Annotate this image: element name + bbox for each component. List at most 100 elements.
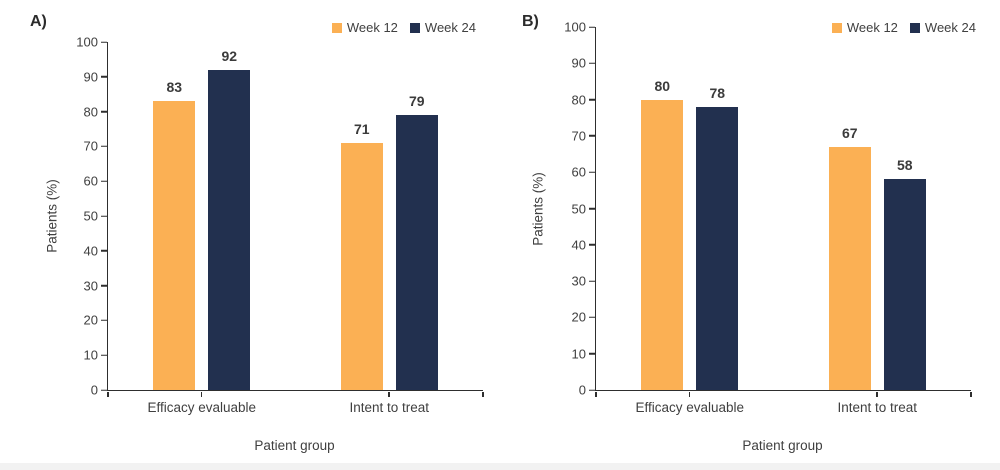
category-label: Efficacy evaluable: [147, 400, 257, 415]
y-tick-label: 60: [83, 173, 98, 189]
bar-value-label: 80: [654, 77, 671, 94]
category-label: Efficacy evaluable: [635, 400, 745, 415]
legend-label: Week 12: [846, 20, 898, 35]
bar-value-label: 83: [166, 79, 183, 96]
x-axis-end-tick: [595, 391, 597, 397]
y-tick-label: 90: [83, 69, 98, 85]
bar-value-label: 78: [709, 84, 726, 101]
y-tick-mark: [100, 76, 107, 78]
plot-area: 0 10 20 30 40 50 60 70 80 90 100 83 92 Efficacy evalu…: [76, 36, 484, 415]
x-category-tick: [876, 391, 878, 397]
legend: Week 12 Week 24: [831, 20, 976, 35]
y-tick-mark: [588, 207, 595, 210]
legend-item: Week 12: [831, 20, 898, 35]
y-tick-label: 10: [571, 346, 586, 362]
category-label: Intent to treat: [837, 400, 918, 415]
bar-week-12: 83: [153, 79, 196, 390]
y-tick-label: 70: [83, 138, 98, 154]
legend-swatch-icon: [409, 22, 420, 33]
bar-value-label: 92: [221, 47, 238, 64]
x-axis-title: Patient group: [742, 438, 823, 453]
plot-area: 0 10 20 30 40 50 60 70 80 90 100 80 78 Efficacy evalu…: [564, 21, 972, 415]
legend-item: Week 24: [409, 20, 476, 35]
y-tick-mark: [100, 389, 107, 391]
y-tick-mark: [588, 62, 595, 65]
y-tick-mark: [100, 250, 107, 252]
x-axis-end-tick: [107, 391, 109, 397]
legend-swatch-icon: [831, 22, 842, 33]
y-tick-label: 20: [571, 309, 586, 325]
bar-week-12: 71: [340, 121, 383, 390]
chart-panel-a: A) Week 12 Week 24 Patients (%) 0 10 20 30 40…: [30, 13, 484, 453]
y-tick-label: 80: [571, 92, 586, 108]
x-category-tick: [688, 391, 691, 397]
legend-label: Week 24: [924, 20, 976, 35]
y-tick-label: 100: [564, 19, 586, 35]
chart-panel-b: B) Week 12 Week 24 Patients (%) 0 10 20 30 40…: [500, 0, 1000, 470]
category-label: Intent to treat: [349, 400, 430, 415]
y-tick-label: 0: [578, 382, 586, 398]
y-tick-mark: [100, 41, 107, 43]
y-tick-mark: [588, 26, 595, 28]
y-tick-label: 0: [90, 382, 98, 398]
x-category-tick: [388, 391, 390, 397]
y-tick-mark: [100, 110, 107, 113]
panel-b-label: B): [522, 13, 539, 30]
bar-value-label: 67: [841, 124, 858, 141]
bar-group: 83 92: [108, 42, 296, 390]
bar-week-24: 92: [208, 48, 251, 390]
y-tick-label: 40: [571, 237, 586, 253]
y-tick-mark: [100, 180, 107, 182]
y-tick-mark: [100, 284, 107, 287]
x-category-tick: [200, 391, 203, 397]
y-tick-mark: [588, 244, 595, 246]
bar-week-24: 58: [883, 157, 926, 390]
y-tick-mark: [588, 98, 595, 101]
x-axis-title: Patient group: [254, 438, 335, 453]
y-tick-mark: [588, 389, 595, 391]
y-tick-mark: [100, 215, 107, 217]
legend-label: Week 24: [424, 20, 476, 35]
y-tick-mark: [100, 145, 107, 148]
y-tick-label: 50: [83, 208, 98, 224]
y-tick-label: 40: [83, 243, 98, 259]
y-tick-label: 20: [83, 312, 98, 328]
panel-a-label: A): [30, 13, 47, 30]
x-axis-end-tick: [482, 391, 484, 397]
bar-value-label: 79: [408, 93, 425, 110]
y-tick-label: 80: [83, 104, 98, 120]
legend-label: Week 12: [346, 20, 398, 35]
bar-group: 67 58: [784, 27, 972, 390]
bar-value-label: 58: [896, 157, 913, 174]
y-tick-label: 100: [76, 34, 98, 50]
y-tick-mark: [588, 280, 595, 282]
y-tick-mark: [588, 135, 595, 137]
legend-item: Week 24: [909, 20, 976, 35]
legend-swatch-icon: [909, 22, 920, 33]
legend-item: Week 12: [331, 20, 398, 35]
y-tick-mark: [588, 352, 595, 355]
y-tick-mark: [588, 316, 595, 319]
y-axis-title: Patients (%): [530, 172, 546, 246]
y-tick-label: 30: [571, 273, 586, 289]
y-tick-label: 10: [83, 347, 98, 363]
y-tick-label: 70: [571, 128, 586, 144]
legend-swatch-icon: [331, 22, 342, 33]
y-tick-mark: [100, 319, 107, 322]
legend: Week 12 Week 24: [331, 20, 476, 35]
y-tick-label: 50: [571, 201, 586, 216]
y-tick-label: 60: [571, 164, 586, 180]
footer-strip: [0, 463, 1000, 470]
bar-week-24: 79: [395, 93, 438, 390]
bar-group: 71 79: [296, 42, 484, 390]
y-tick-label: 90: [571, 55, 586, 71]
x-axis-end-tick: [970, 391, 972, 397]
bar-week-24: 78: [696, 85, 739, 390]
bar-week-12: 67: [828, 125, 871, 390]
bar-value-label: 71: [353, 120, 370, 137]
bar-group: 80 78: [596, 27, 784, 390]
y-tick-label: 30: [83, 278, 98, 294]
y-tick-mark: [100, 354, 107, 356]
y-axis-title: Patients (%): [44, 179, 60, 253]
